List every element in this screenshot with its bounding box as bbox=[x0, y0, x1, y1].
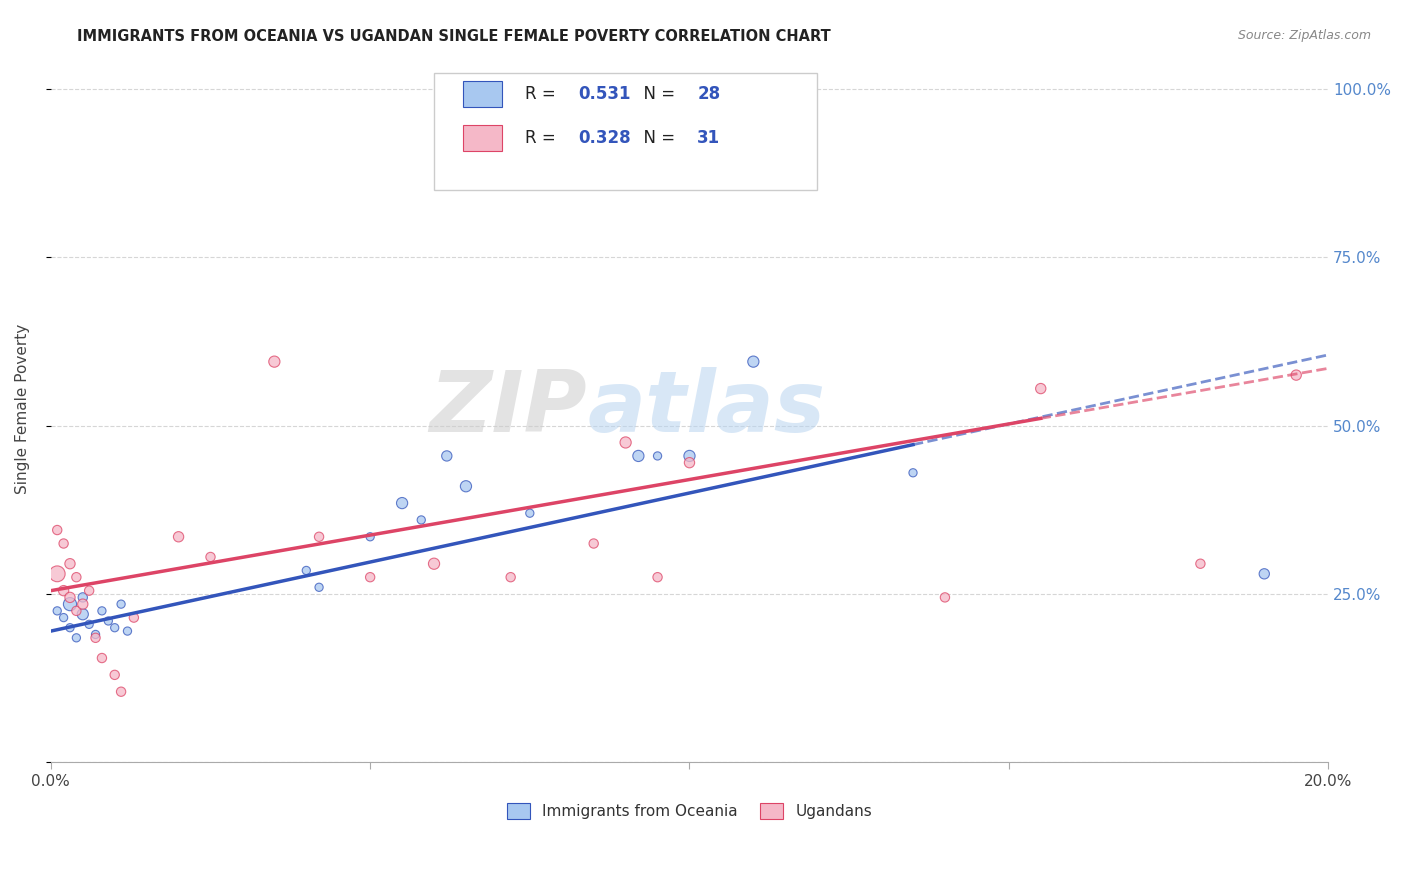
Point bbox=[582, 536, 605, 550]
Point bbox=[710, 105, 733, 120]
Point bbox=[614, 435, 637, 450]
Point bbox=[59, 621, 82, 635]
Point bbox=[647, 570, 669, 584]
Point bbox=[934, 591, 956, 605]
Point bbox=[84, 627, 107, 641]
Text: R =: R = bbox=[524, 85, 561, 103]
Point bbox=[678, 449, 700, 463]
Point bbox=[308, 580, 330, 594]
Point bbox=[52, 610, 75, 624]
Point bbox=[359, 570, 381, 584]
FancyBboxPatch shape bbox=[434, 73, 817, 189]
Point bbox=[742, 354, 765, 368]
Point bbox=[59, 557, 82, 571]
Point bbox=[110, 684, 132, 698]
Point bbox=[1253, 566, 1275, 581]
Point bbox=[647, 449, 669, 463]
Point bbox=[52, 583, 75, 598]
Point bbox=[436, 449, 458, 463]
Point bbox=[519, 506, 541, 520]
Text: 28: 28 bbox=[697, 85, 720, 103]
Point bbox=[77, 617, 100, 632]
Point bbox=[65, 604, 87, 618]
Point bbox=[97, 614, 120, 628]
Point bbox=[391, 496, 413, 510]
Point bbox=[1285, 368, 1308, 383]
Text: atlas: atlas bbox=[588, 368, 825, 450]
Point bbox=[72, 591, 94, 605]
Text: 0.328: 0.328 bbox=[578, 128, 631, 147]
Point bbox=[90, 604, 112, 618]
Text: Source: ZipAtlas.com: Source: ZipAtlas.com bbox=[1237, 29, 1371, 42]
Point bbox=[263, 354, 285, 368]
Point bbox=[678, 456, 700, 470]
Y-axis label: Single Female Poverty: Single Female Poverty bbox=[15, 324, 30, 494]
Point bbox=[46, 566, 69, 581]
Text: N =: N = bbox=[633, 85, 681, 103]
Point bbox=[90, 651, 112, 665]
Point bbox=[122, 610, 145, 624]
Point bbox=[84, 631, 107, 645]
FancyBboxPatch shape bbox=[464, 125, 502, 151]
Point bbox=[46, 604, 69, 618]
Point bbox=[423, 557, 446, 571]
Point bbox=[499, 570, 522, 584]
Point bbox=[200, 549, 222, 564]
Text: ZIP: ZIP bbox=[430, 368, 588, 450]
Point bbox=[72, 597, 94, 611]
Point bbox=[104, 668, 127, 682]
FancyBboxPatch shape bbox=[464, 81, 502, 107]
Point bbox=[46, 523, 69, 537]
Text: IMMIGRANTS FROM OCEANIA VS UGANDAN SINGLE FEMALE POVERTY CORRELATION CHART: IMMIGRANTS FROM OCEANIA VS UGANDAN SINGL… bbox=[77, 29, 831, 44]
Point bbox=[65, 570, 87, 584]
Text: 31: 31 bbox=[697, 128, 720, 147]
Point bbox=[1029, 382, 1052, 396]
Legend: Immigrants from Oceania, Ugandans: Immigrants from Oceania, Ugandans bbox=[501, 797, 879, 825]
Point bbox=[627, 449, 650, 463]
Point bbox=[65, 631, 87, 645]
Point bbox=[901, 466, 924, 480]
Point bbox=[454, 479, 477, 493]
Point bbox=[308, 530, 330, 544]
Point bbox=[167, 530, 190, 544]
Point bbox=[59, 597, 82, 611]
Point bbox=[104, 621, 127, 635]
Point bbox=[117, 624, 139, 638]
Point bbox=[411, 513, 433, 527]
Point bbox=[52, 536, 75, 550]
Point bbox=[59, 591, 82, 605]
Point bbox=[359, 530, 381, 544]
Text: R =: R = bbox=[524, 128, 561, 147]
Point bbox=[77, 583, 100, 598]
Point bbox=[72, 607, 94, 622]
Point bbox=[1189, 557, 1212, 571]
Text: 0.531: 0.531 bbox=[578, 85, 631, 103]
Point bbox=[110, 597, 132, 611]
Text: N =: N = bbox=[633, 128, 681, 147]
Point bbox=[295, 564, 318, 578]
